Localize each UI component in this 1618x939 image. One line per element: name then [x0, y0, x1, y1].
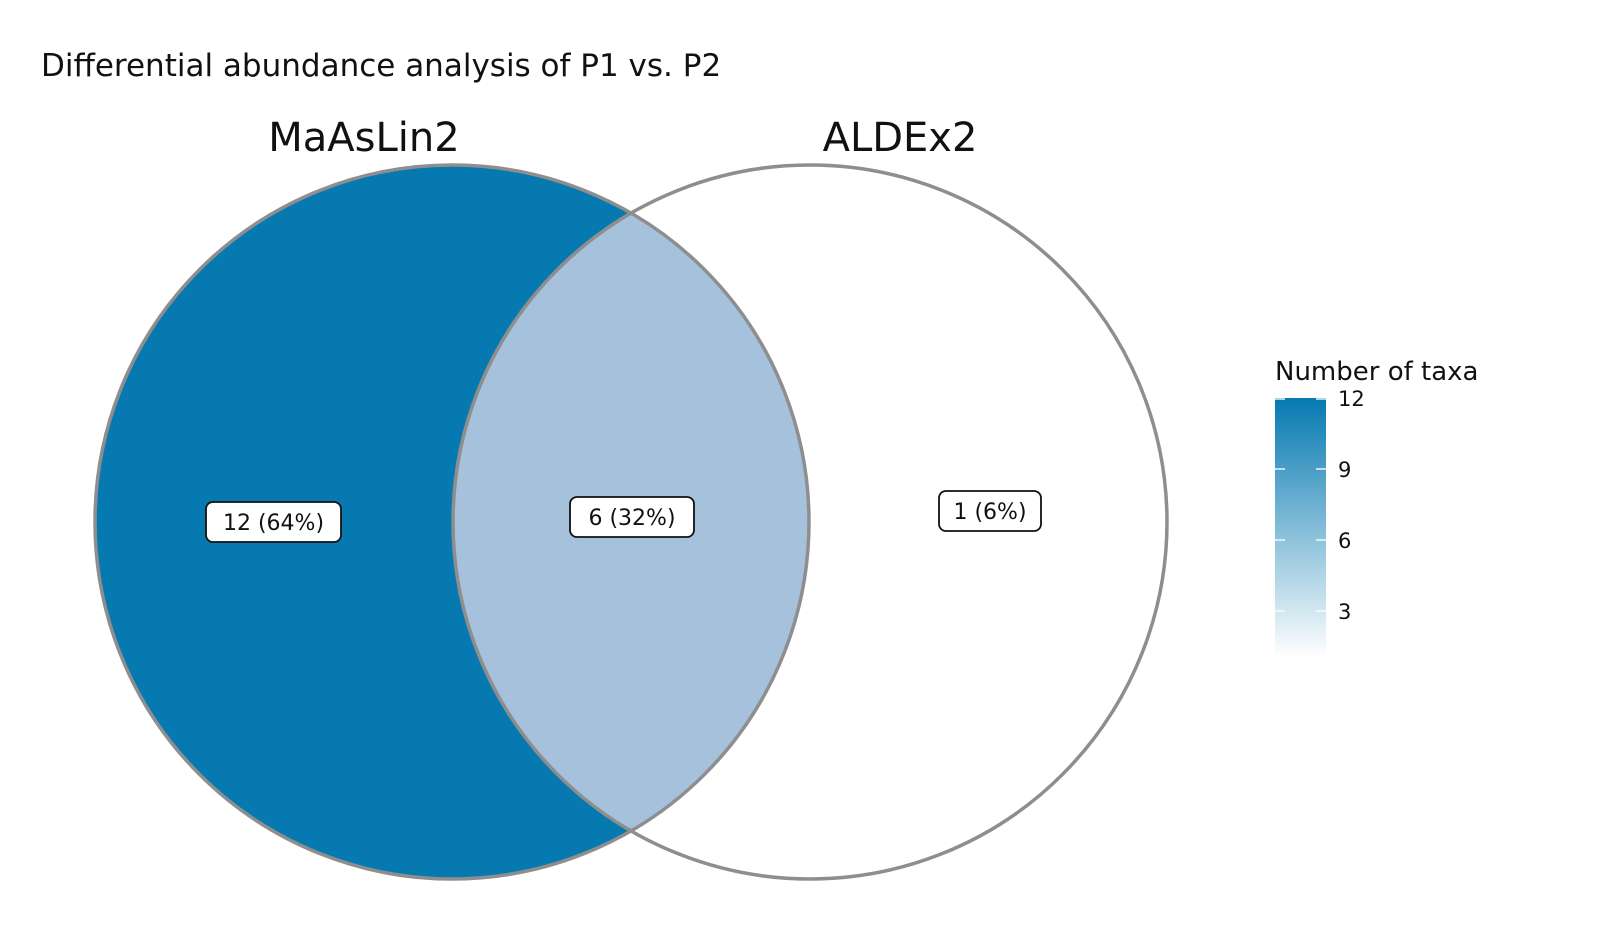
- count-text-maaslin2-only: 12 (64%): [223, 511, 324, 536]
- legend-colorbar: [1275, 398, 1326, 658]
- region-intersection: [453, 165, 809, 879]
- legend-title: Number of taxa: [1275, 357, 1478, 387]
- circle-outline-maaslin2: [93, 163, 811, 881]
- set-label-aldex2: ALDEx2: [823, 115, 978, 161]
- count-label-aldex2-only: 1 (6%): [938, 490, 1042, 532]
- count-label-maaslin2-only: 12 (64%): [205, 501, 342, 543]
- count-text-aldex2-only: 1 (6%): [953, 500, 1026, 525]
- legend-tick-marks: [1275, 398, 1326, 612]
- chart-title: Differential abundance analysis of P1 vs…: [41, 48, 721, 84]
- legend-tick-label: 3: [1338, 600, 1351, 624]
- legend: Number of taxa 12 9 6 3: [1275, 357, 1478, 658]
- count-text-intersection: 6 (32%): [588, 506, 675, 531]
- legend-tick-label: 6: [1338, 529, 1351, 553]
- set-label-maaslin2: MaAsLin2: [268, 115, 459, 161]
- legend-tick-label: 12: [1338, 387, 1365, 411]
- legend-tick-label: 9: [1338, 458, 1351, 482]
- count-label-intersection: 6 (32%): [569, 496, 695, 538]
- circle-outline-aldex2: [451, 163, 1169, 881]
